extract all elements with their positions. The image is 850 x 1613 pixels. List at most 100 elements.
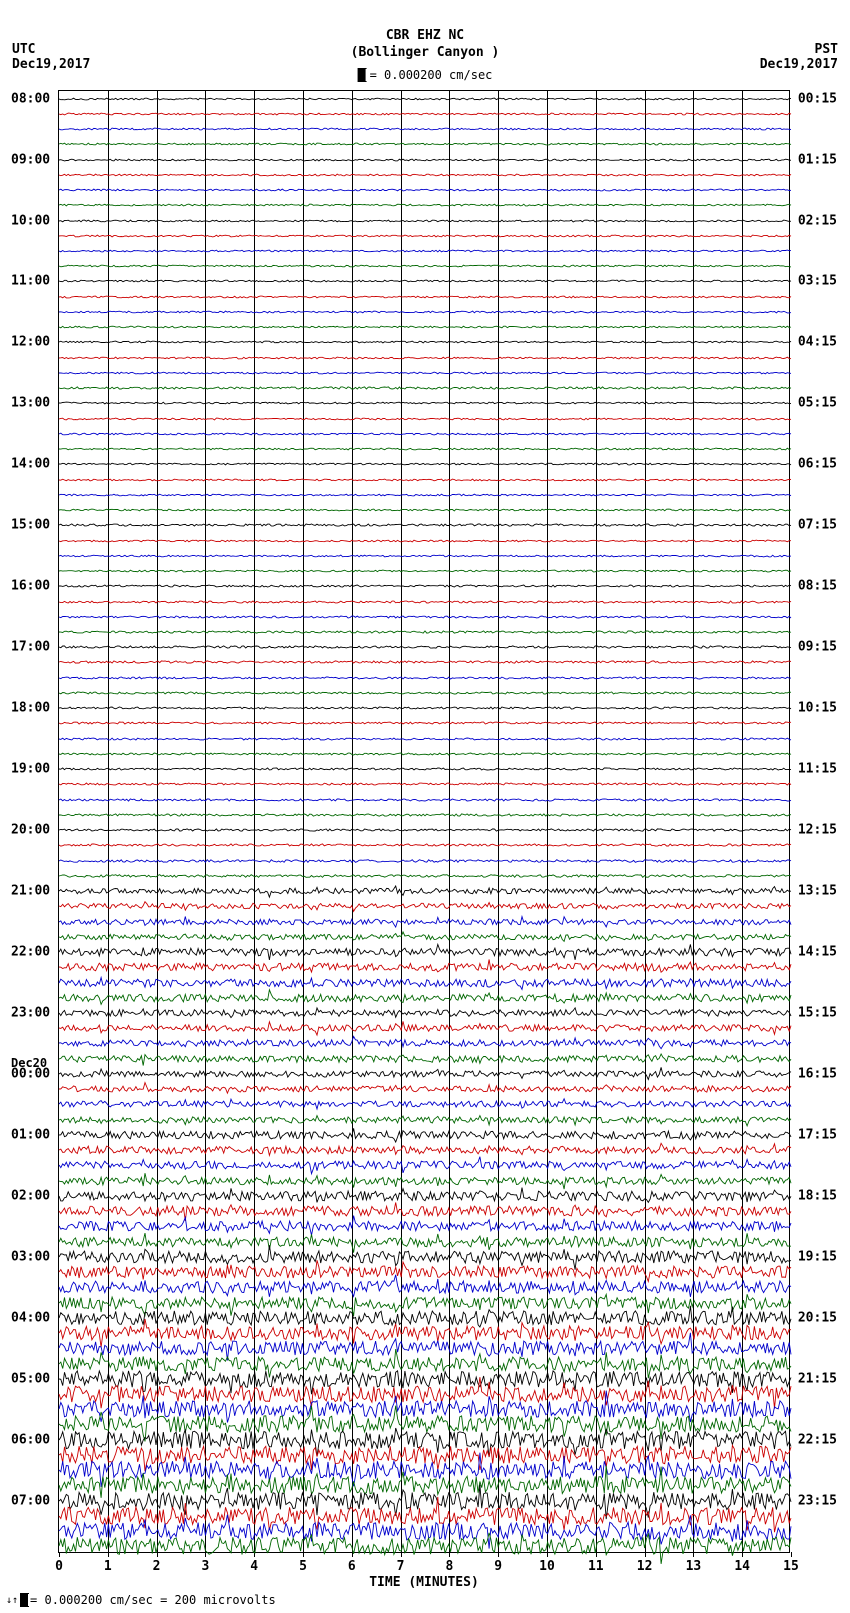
pst-time-label: 03:15 xyxy=(798,274,837,289)
seismic-trace xyxy=(59,1120,789,1121)
seismic-trace xyxy=(59,1104,789,1105)
seismic-trace xyxy=(59,769,789,770)
seismic-trace xyxy=(59,1531,789,1532)
utc-time-label: 21:00 xyxy=(11,884,50,899)
seismic-trace xyxy=(59,449,789,450)
seismic-trace xyxy=(59,480,789,481)
xlabel: 1 xyxy=(104,1559,112,1574)
seismic-trace xyxy=(59,312,789,313)
seismic-trace xyxy=(59,251,789,252)
pst-time-label: 07:15 xyxy=(798,518,837,533)
seismic-trace xyxy=(59,525,789,526)
utc-time-label: 12:00 xyxy=(11,335,50,350)
seismic-trace xyxy=(59,876,789,877)
utc-time-label: 09:00 xyxy=(11,152,50,167)
pst-time-label: 04:15 xyxy=(798,335,837,350)
seismic-trace xyxy=(59,983,789,984)
seismic-trace xyxy=(59,1516,789,1517)
seismic-trace xyxy=(59,1501,789,1502)
seismic-trace xyxy=(59,1165,789,1166)
utc-time-label: 13:00 xyxy=(11,396,50,411)
pst-time-label: 18:15 xyxy=(798,1188,837,1203)
date-mid-label: Dec20 xyxy=(11,1056,47,1070)
seismic-trace xyxy=(59,205,789,206)
seismic-trace xyxy=(59,1440,789,1441)
pst-time-label: 09:15 xyxy=(798,640,837,655)
seismic-trace xyxy=(59,586,789,587)
scale-bar-icon xyxy=(358,68,366,82)
seismic-trace xyxy=(59,373,789,374)
seismic-trace xyxy=(59,1150,789,1151)
seismic-trace xyxy=(59,1242,789,1243)
utc-time-label: 11:00 xyxy=(11,274,50,289)
pst-time-label: 05:15 xyxy=(798,396,837,411)
seismic-trace xyxy=(59,1303,789,1304)
seismic-trace xyxy=(59,1333,789,1334)
seismic-trace xyxy=(59,556,789,557)
seismic-trace xyxy=(59,861,789,862)
pst-time-label: 21:15 xyxy=(798,1371,837,1386)
seismic-trace xyxy=(59,1272,789,1273)
pst-time-label: 16:15 xyxy=(798,1066,837,1081)
xlabel: 13 xyxy=(686,1559,702,1574)
seismic-trace xyxy=(59,1043,789,1044)
seismic-trace xyxy=(59,358,789,359)
seismogram-container: CBR EHZ NC (Bollinger Canyon ) = 0.00020… xyxy=(0,0,850,1613)
seismic-trace xyxy=(59,403,789,404)
xlabel: 12 xyxy=(637,1559,653,1574)
utc-time-label: 18:00 xyxy=(11,701,50,716)
pst-time-label: 11:15 xyxy=(798,762,837,777)
seismic-trace xyxy=(59,419,789,420)
seismic-trace xyxy=(59,678,789,679)
seismic-trace xyxy=(59,1364,789,1365)
scale-bar-icon xyxy=(20,1593,28,1607)
seismic-trace xyxy=(59,327,789,328)
seismic-trace xyxy=(59,739,789,740)
pst-time-label: 13:15 xyxy=(798,884,837,899)
seismic-trace xyxy=(59,937,789,938)
seismic-trace xyxy=(59,952,789,953)
scale-text: = 0.000200 cm/sec xyxy=(370,68,493,82)
seismic-trace xyxy=(59,1059,789,1060)
seismic-trace xyxy=(59,647,789,648)
pst-time-label: 17:15 xyxy=(798,1127,837,1142)
utc-time-label: 01:00 xyxy=(11,1127,50,1142)
seismic-trace xyxy=(59,236,789,237)
seismic-trace xyxy=(59,1028,789,1029)
xlabel: 0 xyxy=(55,1559,63,1574)
pst-time-label: 12:15 xyxy=(798,823,837,838)
xlabel: 7 xyxy=(397,1559,405,1574)
seismic-trace xyxy=(59,1318,789,1319)
seismic-trace xyxy=(59,144,789,145)
scale-indicator: = 0.000200 cm/sec xyxy=(358,68,493,82)
pst-time-label: 02:15 xyxy=(798,213,837,228)
utc-time-label: 06:00 xyxy=(11,1432,50,1447)
seismic-trace xyxy=(59,1424,789,1425)
xaxis-title: TIME (MINUTES) xyxy=(369,1575,479,1590)
xlabel: 11 xyxy=(588,1559,604,1574)
seismic-trace xyxy=(59,723,789,724)
seismic-trace xyxy=(59,281,789,282)
seismic-trace xyxy=(59,1226,789,1227)
seismic-trace xyxy=(59,662,789,663)
seismic-trace xyxy=(59,1074,789,1075)
seismic-trace xyxy=(59,464,789,465)
xlabel: 4 xyxy=(250,1559,258,1574)
seismic-trace xyxy=(59,342,789,343)
date-left-label: Dec19,2017 xyxy=(12,57,90,72)
xlabel: 8 xyxy=(445,1559,453,1574)
seismic-trace xyxy=(59,1485,789,1486)
pst-time-label: 01:15 xyxy=(798,152,837,167)
utc-time-label: 17:00 xyxy=(11,640,50,655)
seismic-trace xyxy=(59,1348,789,1349)
seismic-trace xyxy=(59,1211,789,1212)
seismic-trace xyxy=(59,1546,789,1547)
pst-time-label: 15:15 xyxy=(798,1005,837,1020)
seismic-trace xyxy=(59,266,789,267)
xlabel: 3 xyxy=(201,1559,209,1574)
station-code: CBR EHZ NC xyxy=(0,28,850,43)
seismic-trace xyxy=(59,998,789,999)
seismic-trace xyxy=(59,571,789,572)
seismic-trace xyxy=(59,160,789,161)
seismic-trace xyxy=(59,221,789,222)
